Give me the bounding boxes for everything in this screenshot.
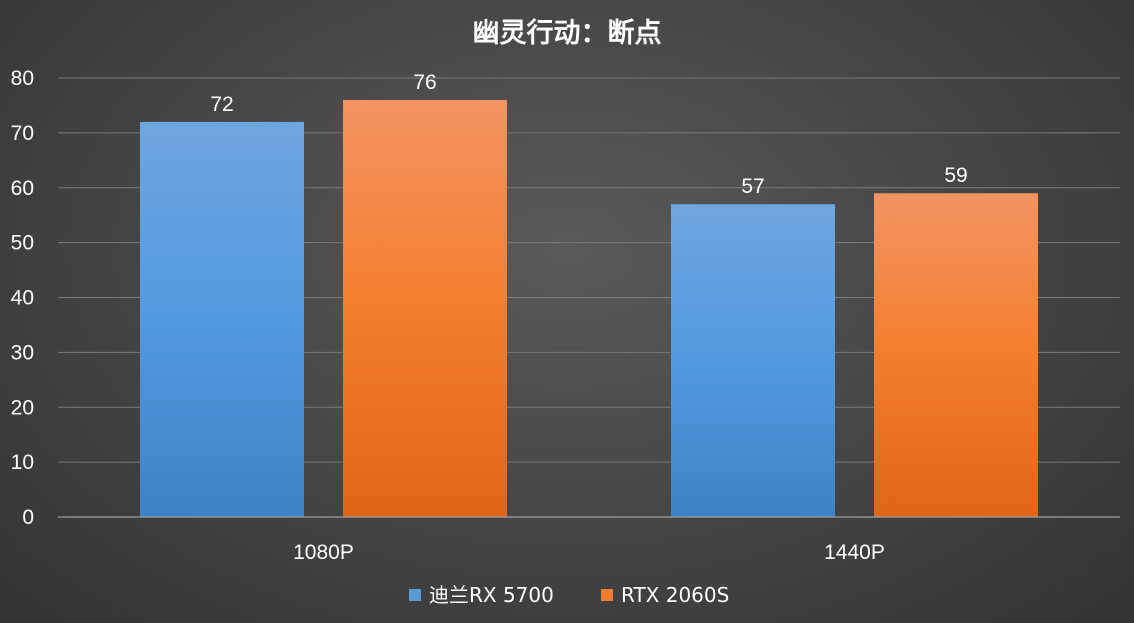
- y-axis: 0 10 20 30 40 50 60 70 80: [11, 67, 34, 529]
- y-tick-label: 50: [11, 232, 34, 255]
- x-axis: 1080P 1440P: [58, 516, 1120, 564]
- legend-label: RTX 2060S: [621, 583, 729, 607]
- x-category-label: 1080P: [293, 541, 354, 564]
- bar-rtx2060s-1080p: [343, 99, 507, 517]
- bars: [140, 99, 1038, 518]
- legend: 迪兰RX 5700 RTX 2060S: [409, 583, 729, 607]
- legend-swatch: [409, 589, 421, 601]
- data-label: 59: [944, 164, 967, 187]
- y-tick-label: 40: [11, 287, 34, 310]
- data-label: 72: [210, 93, 233, 116]
- y-tick-label: 30: [11, 341, 34, 364]
- legend-label: 迪兰RX 5700: [429, 583, 554, 607]
- y-tick-label: 80: [11, 67, 34, 90]
- bar-rx5700-1080p: [140, 121, 304, 518]
- chart-title: 幽灵行动：断点: [473, 17, 662, 49]
- data-label: 76: [413, 71, 436, 94]
- data-labels: 72 76 57 59: [210, 71, 967, 198]
- bar-rtx2060s-1440p: [874, 193, 1038, 518]
- y-tick-label: 20: [11, 396, 34, 419]
- data-label: 57: [741, 175, 764, 198]
- y-tick-label: 70: [11, 122, 34, 145]
- bar-rx5700-1440p: [671, 204, 835, 517]
- legend-swatch: [601, 589, 613, 601]
- y-tick-label: 10: [11, 451, 34, 474]
- y-tick-label: 60: [11, 177, 34, 200]
- y-tick-label: 0: [22, 506, 34, 529]
- x-category-label: 1440P: [824, 541, 885, 564]
